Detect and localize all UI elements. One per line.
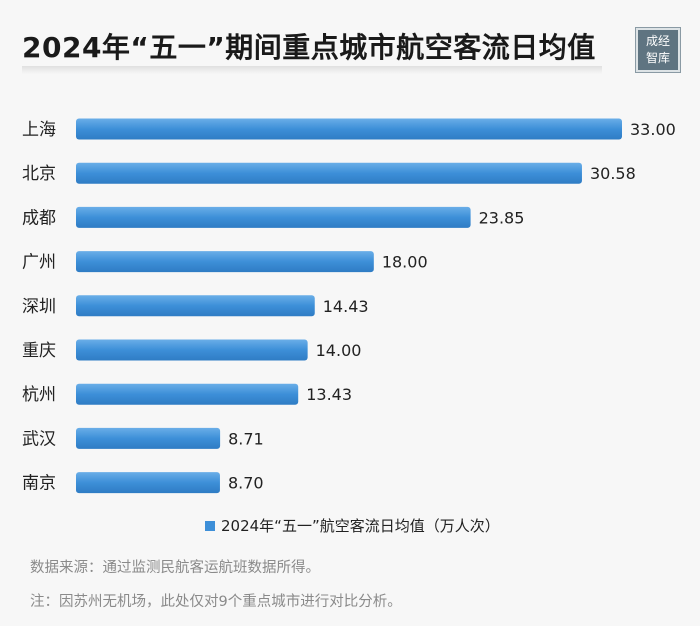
chart-title: 2024年“五一”期间重点城市航空客流日均值 [22, 31, 596, 64]
bar-chart: 上海 33.00 北京 30.58 成都 23.85 广州 18.00 深圳 14.43 重庆 14.… [22, 118, 676, 494]
category-label: 南京 [22, 474, 56, 494]
category-label: 杭州 [22, 385, 56, 405]
value-label: 13.43 [306, 385, 352, 404]
bar [76, 251, 374, 273]
logo-line-1: 成经 [645, 34, 670, 48]
category-label: 上海 [22, 120, 56, 140]
bar [76, 118, 622, 140]
value-label: 8.70 [228, 474, 264, 493]
title-underline [22, 66, 602, 74]
source-note: 数据来源：通过监测民航客运航班数据所得。 [30, 560, 320, 576]
value-label: 8.71 [228, 429, 264, 448]
legend: 2024年“五一”航空客流日均值（万人次） [205, 515, 500, 536]
bar [76, 383, 299, 405]
category-label: 成都 [22, 208, 56, 228]
value-label: 14.43 [323, 297, 369, 316]
legend-swatch [205, 520, 215, 531]
value-label: 23.85 [479, 208, 525, 227]
logo-line-2: 智库 [645, 51, 670, 65]
legend-label: 2024年“五一”航空客流日均值（万人次） [221, 517, 500, 535]
category-label: 广州 [22, 253, 56, 273]
value-label: 18.00 [382, 253, 428, 272]
bar [76, 206, 471, 228]
value-label: 33.00 [630, 120, 676, 139]
category-label: 重庆 [22, 341, 56, 361]
bar [76, 295, 315, 317]
value-label: 30.58 [590, 164, 636, 183]
category-label: 武汉 [22, 429, 56, 449]
bar [76, 427, 221, 449]
remark-note: 注：因苏州无机场，此处仅对9个重点城市进行对比分析。 [30, 594, 402, 610]
category-label: 北京 [22, 164, 56, 184]
value-label: 14.00 [316, 341, 362, 360]
bar [76, 162, 582, 184]
bar [76, 339, 308, 361]
brand-logo: 成经 智库 [638, 30, 678, 70]
category-label: 深圳 [22, 297, 56, 317]
bar [76, 472, 220, 494]
